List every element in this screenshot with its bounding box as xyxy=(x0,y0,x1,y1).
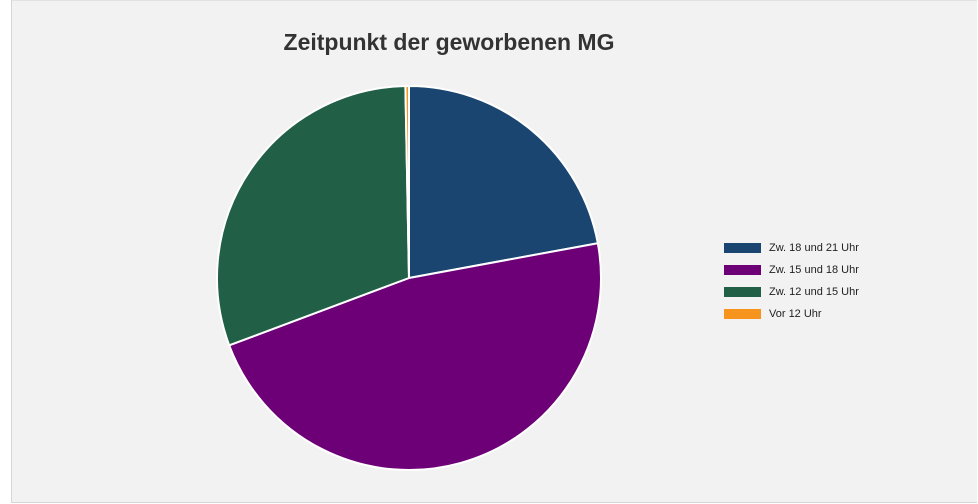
pie-slice[interactable] xyxy=(408,85,599,279)
pie-slice[interactable] xyxy=(404,85,410,279)
chart-panel: Zeitpunkt der geworbenen MG Zw. 18 und 2… xyxy=(11,0,977,503)
legend-label: Zw. 15 und 18 Uhr xyxy=(769,264,859,276)
legend-item[interactable]: Zw. 15 und 18 Uhr xyxy=(724,259,859,281)
legend-item[interactable]: Vor 12 Uhr xyxy=(724,303,859,325)
legend-swatch xyxy=(724,287,761,297)
chart-title: Zeitpunkt der geworbenen MG xyxy=(283,29,615,55)
legend-label: Zw. 12 und 15 Uhr xyxy=(769,286,859,298)
pie-slice[interactable] xyxy=(215,85,410,347)
pie-slice[interactable] xyxy=(228,242,602,471)
legend-swatch xyxy=(724,243,761,253)
legend-swatch xyxy=(724,265,761,275)
legend-label: Zw. 18 und 21 Uhr xyxy=(769,242,859,254)
legend-swatch xyxy=(724,309,761,319)
legend-label: Vor 12 Uhr xyxy=(769,308,822,320)
pie-chart xyxy=(215,85,602,471)
legend-item[interactable]: Zw. 18 und 21 Uhr xyxy=(724,237,859,259)
legend-item[interactable]: Zw. 12 und 15 Uhr xyxy=(724,281,859,303)
legend: Zw. 18 und 21 Uhr Zw. 15 und 18 Uhr Zw. … xyxy=(724,237,859,325)
